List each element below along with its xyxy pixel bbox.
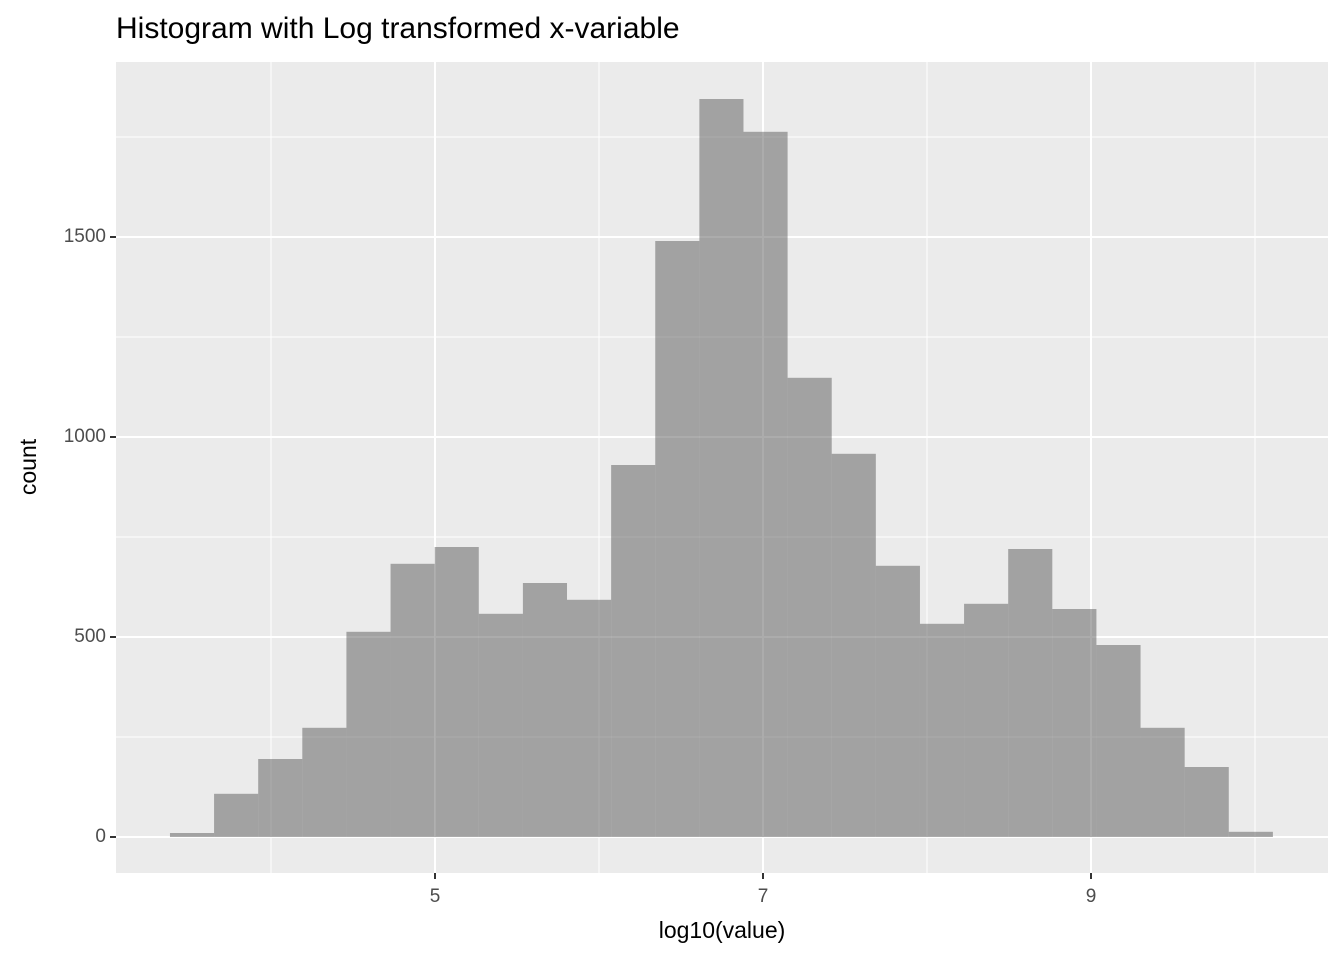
x-tick-label: 7: [758, 886, 769, 907]
bar: [1140, 727, 1185, 837]
bar: [567, 599, 612, 837]
bar: [302, 727, 347, 837]
x-axis-title: log10(value): [659, 917, 786, 943]
bar: [611, 465, 656, 837]
bar: [1184, 767, 1229, 837]
bar: [875, 565, 920, 837]
bar: [1096, 645, 1141, 837]
bar: [1052, 609, 1097, 837]
bar: [522, 583, 568, 837]
y-tick-label: 1000: [64, 426, 106, 447]
bar: [655, 241, 700, 837]
bar: [1228, 831, 1273, 837]
y-tick-label: 1500: [64, 226, 106, 247]
chart-title: Histogram with Log transformed x-variabl…: [116, 12, 680, 45]
y-tick-label: 500: [74, 626, 106, 647]
bar: [964, 603, 1009, 837]
bar: [434, 547, 479, 837]
y-axis-title: count: [15, 438, 41, 495]
bar: [258, 759, 303, 837]
bar: [743, 131, 788, 838]
bar: [787, 377, 832, 837]
bar: [1008, 549, 1053, 837]
bar: [214, 793, 259, 837]
bar: [390, 563, 435, 837]
bar: [478, 613, 523, 837]
x-tick-label: 5: [430, 886, 441, 907]
bar: [919, 623, 965, 837]
bar: [346, 631, 391, 837]
x-tick-label: 9: [1086, 886, 1097, 907]
bar: [699, 99, 744, 837]
bar: [831, 453, 876, 837]
bar: [169, 833, 215, 837]
y-tick-label: 0: [95, 826, 106, 847]
